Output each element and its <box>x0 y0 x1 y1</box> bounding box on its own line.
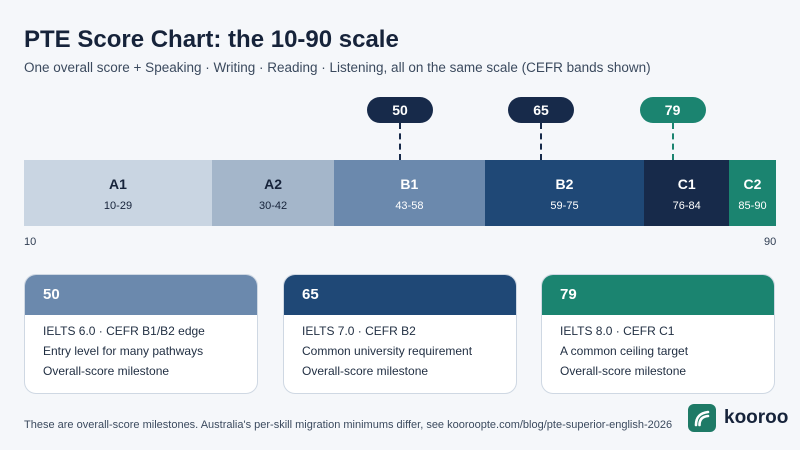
card-line: Overall-score milestone <box>560 364 687 378</box>
milestone-card-79: 79 IELTS 8.0 · CEFR C1 A common ceiling … <box>541 274 775 394</box>
marker-stem-79 <box>671 123 674 160</box>
band-a2: A2 30-42 <box>212 160 335 226</box>
card-line: Overall-score milestone <box>302 364 429 378</box>
band-label: A1 <box>109 176 127 192</box>
chart-subtitle: One overall score + Speaking · Writing ·… <box>24 60 651 75</box>
marker-pill-50: 50 <box>367 97 433 123</box>
band-a1: A1 10-29 <box>24 160 212 226</box>
axis-max-label: 90 <box>764 236 777 248</box>
card-score: 65 <box>284 275 516 315</box>
band-range: 30-42 <box>259 200 288 212</box>
card-line: IELTS 8.0 · CEFR C1 <box>560 324 675 338</box>
card-line: Common university requirement <box>302 344 473 358</box>
card-score: 50 <box>25 275 257 315</box>
band-c1: C1 76-84 <box>644 160 729 226</box>
band-range: 76-84 <box>672 200 701 212</box>
band-c2: C2 85-90 <box>729 160 776 226</box>
milestone-card-65: 65 IELTS 7.0 · CEFR B2 Common university… <box>283 274 517 394</box>
cefr-scale-bar: A1 10-29 A2 30-42 B1 43-58 B2 59-75 C1 7… <box>24 160 776 226</box>
band-range: 59-75 <box>550 200 579 212</box>
axis-min-label: 10 <box>24 236 37 248</box>
band-range: 43-58 <box>395 200 424 212</box>
milestone-card-50: 50 IELTS 6.0 · CEFR B1/B2 edge Entry lev… <box>24 274 258 394</box>
chart-title: PTE Score Chart: the 10-90 scale <box>24 26 399 53</box>
marker-pill-79: 79 <box>639 97 706 123</box>
band-range: 10-29 <box>103 200 133 212</box>
band-b2: B2 59-75 <box>484 160 645 226</box>
band-label: C2 <box>743 176 762 192</box>
card-score: 79 <box>542 275 774 315</box>
card-line: A common ceiling target <box>560 344 689 358</box>
marker-stem-65 <box>540 123 542 160</box>
card-line: Overall-score milestone <box>43 364 170 378</box>
band-label: A2 <box>264 176 283 192</box>
band-range: 85-90 <box>738 200 767 212</box>
kooroo-logo-icon <box>688 404 716 432</box>
marker-pill-65: 65 <box>508 97 574 123</box>
band-label: C1 <box>677 176 696 192</box>
card-line: IELTS 7.0 · CEFR B2 <box>302 324 416 338</box>
footer-note: These are overall-score milestones. Aust… <box>24 419 673 431</box>
card-line: IELTS 6.0 · CEFR B1/B2 edge <box>43 324 205 338</box>
brand-name: kooroo <box>724 407 789 428</box>
score-markers: 50 65 79 <box>0 0 800 160</box>
band-b1: B1 43-58 <box>334 160 485 226</box>
marker-stem-50 <box>399 123 401 160</box>
band-label: B2 <box>555 176 574 192</box>
card-line: Entry level for many pathways <box>43 344 204 358</box>
band-label: B1 <box>400 176 419 192</box>
